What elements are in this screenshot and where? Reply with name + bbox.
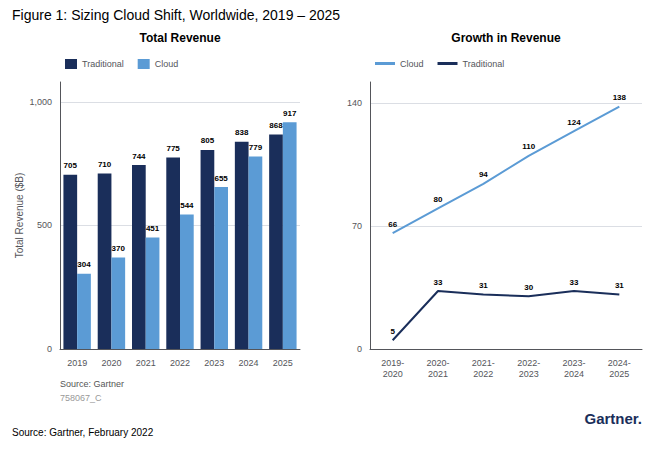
- svg-text:Total Revenue ($B): Total Revenue ($B): [14, 173, 25, 259]
- svg-text:2025: 2025: [273, 358, 293, 368]
- svg-text:2021: 2021: [136, 358, 156, 368]
- svg-text:0: 0: [357, 344, 362, 354]
- svg-text:Source: Gartner: Source: Gartner: [60, 379, 124, 389]
- svg-text:66: 66: [388, 220, 397, 229]
- svg-text:Cloud: Cloud: [155, 59, 179, 69]
- svg-text:544: 544: [180, 201, 194, 210]
- svg-text:31: 31: [615, 281, 624, 290]
- svg-text:451: 451: [146, 224, 160, 233]
- svg-text:655: 655: [214, 174, 228, 183]
- svg-text:2023: 2023: [519, 369, 539, 379]
- svg-text:0: 0: [47, 344, 52, 354]
- svg-text:2020: 2020: [383, 369, 403, 379]
- svg-text:2022: 2022: [473, 369, 493, 379]
- svg-text:868: 868: [269, 121, 283, 130]
- svg-text:Traditional: Traditional: [82, 59, 124, 69]
- svg-text:500: 500: [37, 220, 52, 230]
- svg-text:94: 94: [479, 170, 488, 179]
- svg-text:33: 33: [434, 278, 443, 287]
- svg-text:2020-: 2020-: [426, 358, 449, 368]
- svg-text:70: 70: [352, 221, 362, 231]
- svg-text:124: 124: [567, 118, 581, 127]
- svg-text:2023: 2023: [204, 358, 224, 368]
- svg-text:2022: 2022: [170, 358, 190, 368]
- svg-text:2022-: 2022-: [517, 358, 540, 368]
- svg-text:140: 140: [347, 98, 362, 108]
- svg-text:2024-: 2024-: [608, 358, 631, 368]
- svg-text:838: 838: [235, 128, 249, 137]
- svg-text:2025: 2025: [609, 369, 629, 379]
- svg-text:370: 370: [112, 244, 126, 253]
- svg-text:5: 5: [390, 327, 395, 336]
- svg-text:Traditional: Traditional: [463, 59, 505, 69]
- svg-text:Figure 1: Sizing Cloud Shift,: Figure 1: Sizing Cloud Shift, Worldwide,…: [12, 7, 340, 23]
- svg-text:33: 33: [570, 278, 579, 287]
- svg-text:110: 110: [522, 142, 535, 151]
- svg-text:2023-: 2023-: [562, 358, 585, 368]
- svg-text:Growth in Revenue: Growth in Revenue: [451, 31, 561, 45]
- svg-text:917: 917: [283, 109, 297, 118]
- svg-text:2024: 2024: [239, 358, 259, 368]
- svg-text:2021: 2021: [428, 369, 448, 379]
- svg-text:Source: Gartner, February 2022: Source: Gartner, February 2022: [12, 427, 154, 438]
- svg-text:775: 775: [166, 144, 180, 153]
- svg-text:1,000: 1,000: [29, 97, 52, 107]
- svg-text:2020: 2020: [101, 358, 121, 368]
- svg-text:2024: 2024: [564, 369, 584, 379]
- svg-text:Total Revenue: Total Revenue: [139, 31, 220, 45]
- svg-text:30: 30: [524, 283, 533, 292]
- svg-text:138: 138: [613, 93, 627, 102]
- svg-text:744: 744: [132, 152, 146, 161]
- svg-text:705: 705: [64, 161, 78, 170]
- svg-text:304: 304: [77, 260, 91, 269]
- svg-text:2019: 2019: [67, 358, 87, 368]
- svg-text:805: 805: [201, 136, 215, 145]
- svg-text:779: 779: [249, 143, 263, 152]
- svg-text:710: 710: [98, 160, 112, 169]
- svg-text:2019-: 2019-: [381, 358, 404, 368]
- svg-text:2021-: 2021-: [472, 358, 495, 368]
- svg-text:80: 80: [434, 195, 443, 204]
- svg-text:31: 31: [479, 281, 488, 290]
- svg-text:758067_C: 758067_C: [60, 393, 102, 403]
- svg-text:Cloud: Cloud: [400, 59, 424, 69]
- svg-text:Gartner.: Gartner.: [584, 410, 642, 427]
